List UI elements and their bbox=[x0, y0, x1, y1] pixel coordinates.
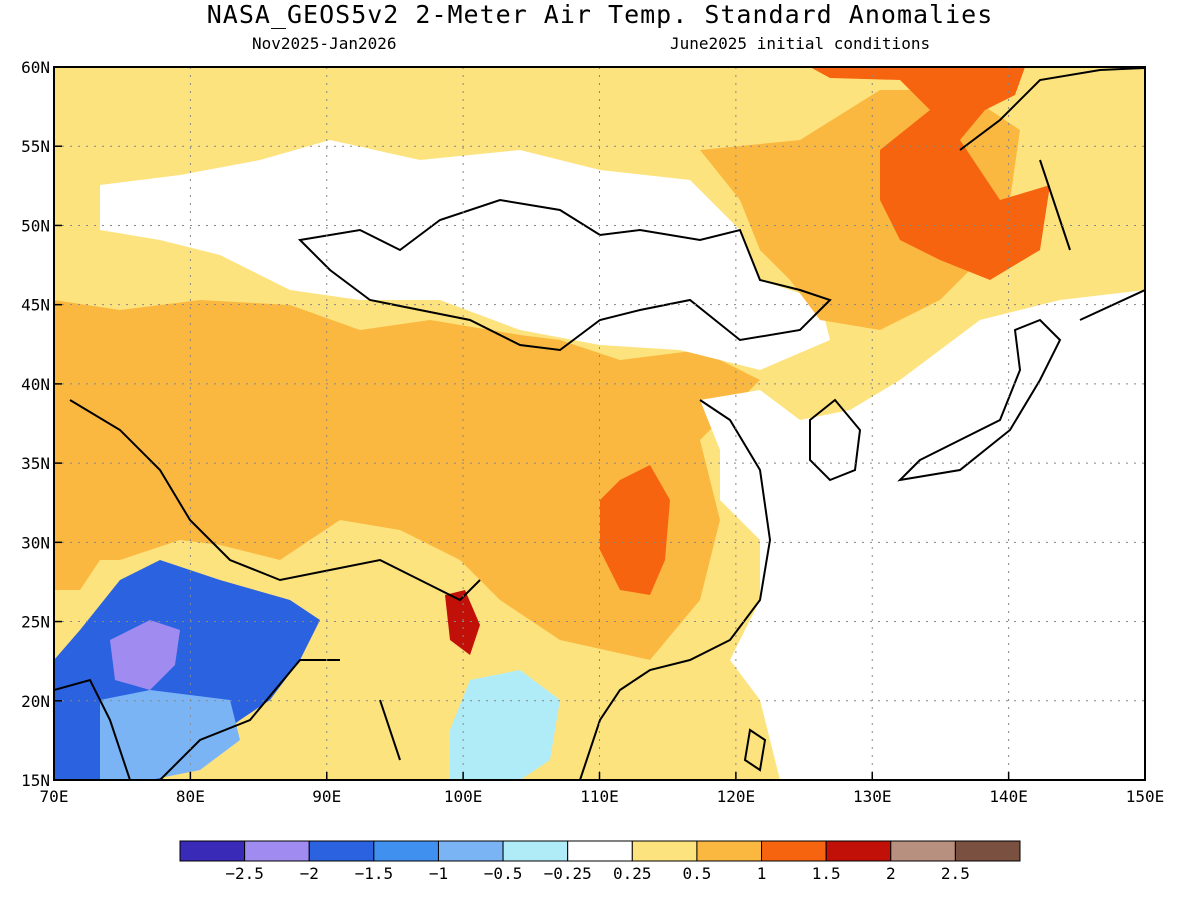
lon-tick-label: 140E bbox=[989, 787, 1028, 806]
legend-swatch bbox=[308, 840, 375, 862]
lon-tick-label: 70E bbox=[40, 787, 69, 806]
border-himalaya bbox=[69, 399, 481, 602]
legend-label: −0.25 bbox=[544, 864, 592, 883]
legend-swatch bbox=[696, 840, 763, 862]
central-china-orange bbox=[54, 360, 170, 590]
indochina-cyan bbox=[450, 670, 560, 780]
border-mongolia bbox=[297, 198, 832, 352]
central-china-hotspot bbox=[600, 465, 670, 595]
legend-swatch bbox=[631, 840, 698, 862]
lat-tick-label: 40N bbox=[21, 375, 50, 394]
india-purple bbox=[110, 620, 180, 690]
latitude-axis: 15N 20N 25N 30N 35N 40N 45N 50N 55N 60N bbox=[21, 58, 62, 790]
myanmar-red bbox=[445, 590, 480, 655]
legend-label: −0.5 bbox=[484, 864, 523, 883]
legend-swatch bbox=[890, 840, 956, 862]
gridlines bbox=[54, 67, 1145, 780]
coastline-taiwan bbox=[743, 728, 767, 772]
initial-conditions: June2025 initial conditions bbox=[670, 34, 931, 53]
legend-label: 1 bbox=[757, 864, 767, 883]
legend-label: 2 bbox=[886, 864, 896, 883]
legend-label: 0.5 bbox=[682, 864, 711, 883]
coastline-china bbox=[579, 399, 772, 780]
legend-swatch bbox=[761, 840, 827, 862]
forecast-period: Nov2025-Jan2026 bbox=[252, 34, 397, 53]
lon-tick-label: 150E bbox=[1126, 787, 1165, 806]
legend-swatch bbox=[179, 840, 246, 862]
mongolia-white bbox=[100, 140, 830, 370]
lat-tick-label: 30N bbox=[21, 533, 50, 552]
lon-tick-label: 130E bbox=[853, 787, 892, 806]
northwest-orange bbox=[54, 300, 760, 660]
legend-label: 0.25 bbox=[613, 864, 652, 883]
legend-swatch bbox=[502, 840, 569, 862]
color-legend: −2.5 −2 −1.5 −1 −0.5 −0.25 0.25 0.5 1 1.5 2 2.5 bbox=[179, 840, 1021, 883]
legend-label: 1.5 bbox=[812, 864, 841, 883]
lat-tick-label: 60N bbox=[21, 58, 50, 77]
coastline-korea bbox=[809, 398, 862, 482]
coastlines bbox=[54, 67, 1145, 780]
ocean-area bbox=[700, 290, 1145, 780]
lat-tick-label: 25N bbox=[21, 613, 50, 632]
legend-swatch bbox=[373, 840, 439, 862]
lon-tick-label: 90E bbox=[312, 787, 341, 806]
coastline-india bbox=[54, 659, 401, 780]
coastline-japan bbox=[897, 318, 1062, 482]
lat-tick-label: 15N bbox=[21, 771, 50, 790]
legend-label: −1.5 bbox=[355, 864, 394, 883]
lat-tick-label: 20N bbox=[21, 692, 50, 711]
lat-tick-label: 35N bbox=[21, 454, 50, 473]
longitude-axis: 70E 80E 90E 100E 110E 120E 130E 140E 150E bbox=[40, 772, 1165, 806]
anomaly-shading bbox=[54, 67, 1145, 780]
lon-tick-label: 110E bbox=[580, 787, 619, 806]
legend-swatch bbox=[825, 840, 892, 862]
legend-swatch bbox=[437, 840, 504, 862]
lon-tick-label: 120E bbox=[717, 787, 756, 806]
lat-tick-label: 45N bbox=[21, 296, 50, 315]
lon-tick-label: 80E bbox=[176, 787, 205, 806]
legend-label: 2.5 bbox=[941, 864, 970, 883]
map-title: NASA_GEOS5v2 2-Meter Air Temp. Standard … bbox=[206, 0, 994, 29]
legend-swatch bbox=[954, 840, 1021, 862]
legend-swatch bbox=[567, 840, 633, 862]
legend-swatch bbox=[244, 840, 310, 862]
lat-tick-label: 55N bbox=[21, 137, 50, 156]
far-east-dark-orange bbox=[810, 67, 1050, 280]
legend-label: −2 bbox=[300, 864, 319, 883]
lon-tick-label: 100E bbox=[444, 787, 483, 806]
india-light-blue bbox=[100, 690, 240, 780]
legend-label: −1 bbox=[429, 864, 448, 883]
coastline-russia-east bbox=[959, 67, 1145, 321]
legend-label: −2.5 bbox=[225, 864, 264, 883]
lat-tick-label: 50N bbox=[21, 216, 50, 235]
